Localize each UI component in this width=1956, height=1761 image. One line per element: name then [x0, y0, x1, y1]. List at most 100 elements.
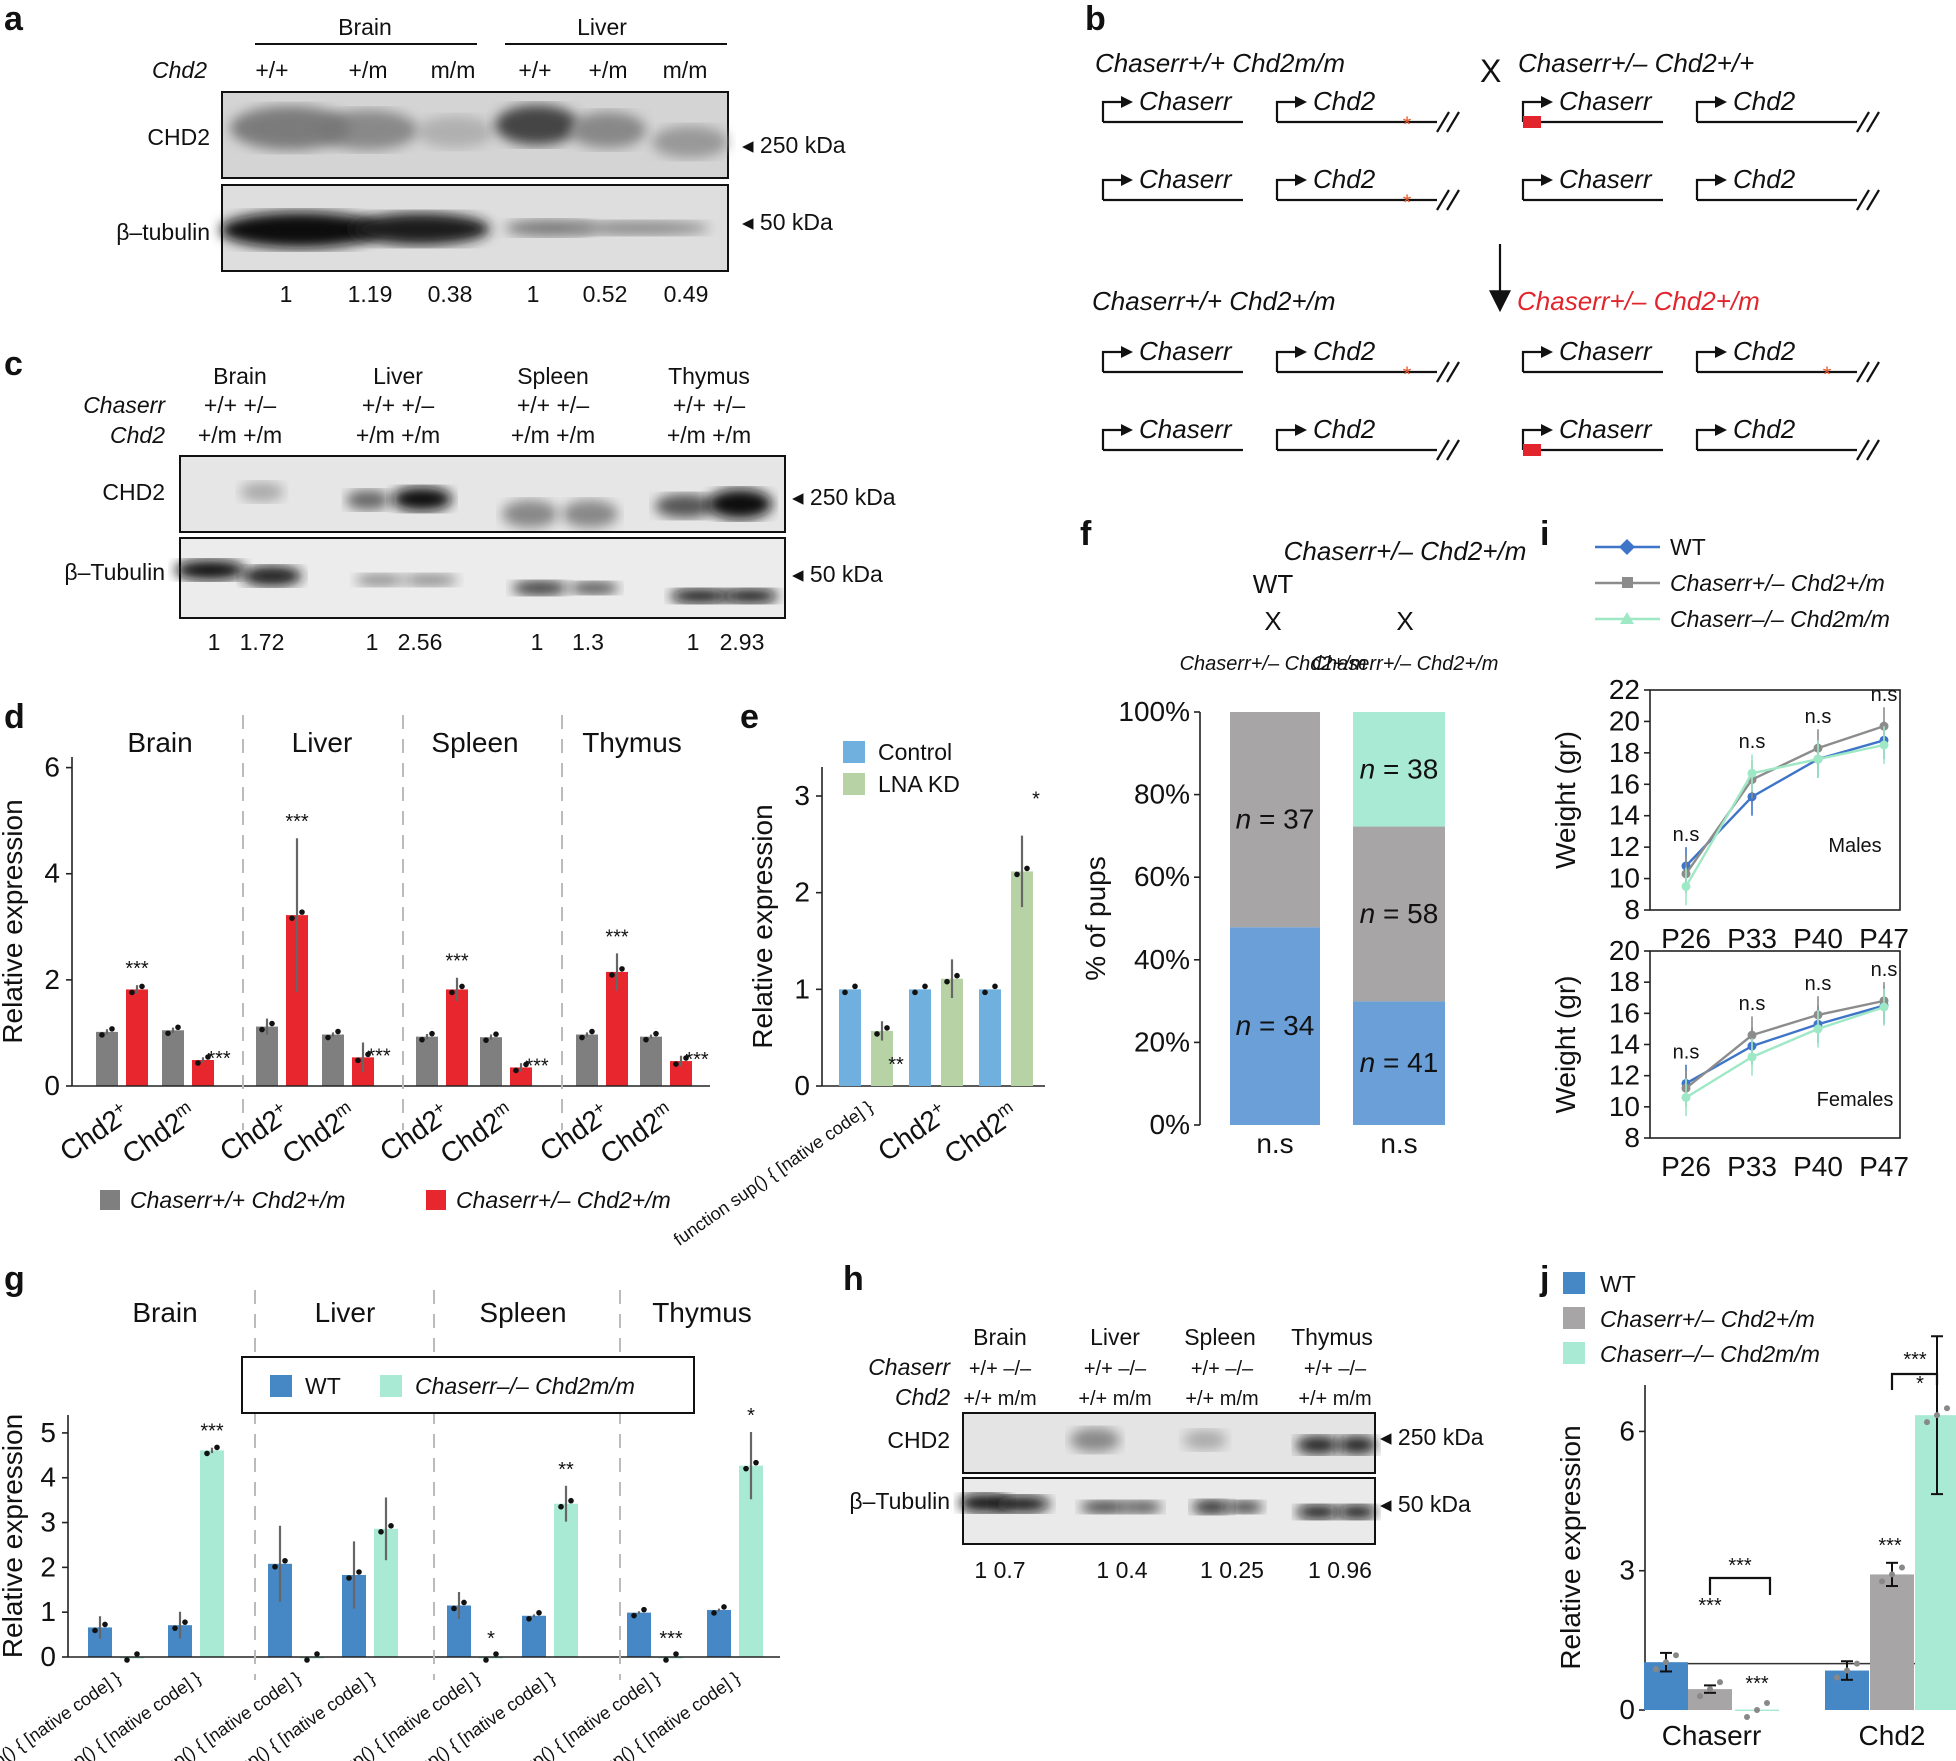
y-tick-label: 8 [1624, 894, 1640, 925]
legend-label: Chaserr+/– Chd2+/m [1600, 1306, 1815, 1332]
bar [707, 1609, 731, 1657]
data-point [204, 1450, 210, 1457]
significance: *** [1878, 1535, 1902, 1557]
y-axis-label: Weight (gr) [1550, 976, 1581, 1114]
stack-segment [1353, 826, 1445, 1002]
data-point [102, 1621, 108, 1628]
data-point [419, 1036, 425, 1043]
blot-h-row2-label: Chd2 [895, 1384, 950, 1410]
promoter-arrow [1715, 424, 1727, 436]
chart-f: 0% 20% 40% 60% 80% 100% % of pups n = 34 n = 37 n… [1080, 696, 1445, 1159]
y-tick-label: 3 [40, 1507, 56, 1538]
data-point [643, 1036, 649, 1043]
significance: n.s [1256, 1128, 1293, 1159]
data-point [944, 978, 950, 985]
significance: *** [659, 1628, 683, 1650]
cross-parent-2: Chaserr+/– Chd2+/+ [1518, 48, 1754, 78]
data-point [182, 1619, 188, 1625]
y-tick-label: 0% [1150, 1109, 1190, 1140]
promoter-line [1695, 100, 1719, 122]
stack-segment [1353, 1001, 1445, 1125]
tissue: Liver [373, 363, 423, 389]
legend-label: WT [1670, 534, 1706, 560]
quant: 1 0.96 [1308, 1557, 1372, 1583]
genotype: +/m [349, 57, 388, 83]
data-point [1813, 1024, 1823, 1034]
data-point [579, 1034, 585, 1041]
genotype: +/+ m/m [1078, 1388, 1151, 1410]
data-point [314, 1651, 320, 1657]
x-tick-label: P33 [1727, 923, 1777, 954]
genotype: +/+ –/– [1191, 1358, 1254, 1380]
genotype: +/+ m/m [963, 1388, 1036, 1410]
data-point [1764, 1700, 1770, 1707]
y-tick-label: 12 [1609, 831, 1640, 862]
significance: * [1916, 1373, 1924, 1395]
blot-h-header: Brain Liver Spleen Thymus +/+ –/– +/+ –/… [963, 1324, 1373, 1410]
y-axis-label: Relative expression [1555, 1425, 1586, 1669]
data-point [1747, 768, 1757, 778]
blot-c-quant: 1 1.72 1 2.56 1 1.3 1 2.93 [208, 629, 765, 655]
significance: *** [367, 1045, 391, 1067]
data-point [429, 1030, 435, 1037]
gene-loci-diagrams: Chaserr Chd2 * Chaserr Chd2 * Chaserr Chd2 Chase… [1101, 86, 1880, 461]
bar [606, 971, 628, 1086]
blot-c-row1-label: Chaserr [83, 392, 166, 418]
blot-a-band-tubulin: β–tubulin [116, 219, 210, 245]
x-tick-label: Chd2m [116, 1097, 201, 1170]
y-tick-label: 18 [1609, 966, 1640, 997]
significance: *** [285, 811, 309, 833]
x-tick-label: P26 [1661, 923, 1711, 954]
y-tick-label: 14 [1609, 800, 1640, 831]
bar [96, 1031, 118, 1086]
significance: n.s [1739, 993, 1766, 1015]
quant: 2.93 [720, 629, 765, 655]
tissue: Brain [213, 363, 267, 389]
promoter-line [1695, 428, 1719, 450]
data-point [683, 1055, 689, 1061]
series-line [1684, 743, 1885, 888]
legend-label: Chaserr–/– Chd2m/m [1600, 1341, 1820, 1367]
data-point [269, 1020, 275, 1027]
data-point [1744, 1713, 1750, 1720]
genotype: +/+ [518, 57, 551, 83]
chart-g-legend: WT Chaserr–/– Chd2m/m [241, 1356, 695, 1414]
data-point [1924, 1419, 1930, 1426]
data-point [992, 983, 998, 990]
legend-swatch [100, 1190, 120, 1210]
break-mark [1436, 111, 1450, 133]
y-tick-label: 14 [1609, 1029, 1640, 1060]
bar [162, 1030, 184, 1086]
panel-c-label: c [4, 345, 23, 383]
y-tick-label: 60% [1134, 861, 1190, 892]
blot-a-marker-250: ◂ 250 kDa [742, 132, 846, 158]
promoter-line [1275, 428, 1299, 450]
mutation-star-icon: * [1823, 362, 1832, 387]
promoter-line [1101, 100, 1125, 122]
quant: 1 [280, 281, 293, 307]
cross-symbol: X [1480, 53, 1501, 89]
data-point [388, 1523, 394, 1529]
legend-swatch [1620, 612, 1634, 624]
data-point [558, 1503, 564, 1510]
data-point [214, 1444, 220, 1451]
x-tick-label: Chd2m [594, 1097, 679, 1170]
promoter-line [1101, 178, 1125, 200]
tissue: Brain [973, 1324, 1027, 1350]
x-tick-label: Chd2m [938, 1097, 1023, 1170]
gene-chd2-label: Chd2 [1733, 164, 1796, 194]
data-point [461, 1599, 467, 1606]
data-point [282, 1557, 288, 1564]
series-line [1685, 1005, 1885, 1099]
data-point [92, 1627, 98, 1634]
break-mark [1856, 189, 1870, 211]
promoter-line [1521, 350, 1545, 372]
x-tick-label: function sup() { [native code] } [670, 1097, 877, 1250]
quant: 1.19 [348, 281, 393, 307]
data-point [1717, 1679, 1723, 1686]
bar [979, 989, 1001, 1086]
significance: ** [888, 1054, 904, 1076]
bar [839, 989, 861, 1086]
break-mark [1866, 439, 1880, 461]
chart-j-legend: WT Chaserr+/– Chd2+/m Chaserr–/– Chd2m/m [1563, 1271, 1820, 1367]
